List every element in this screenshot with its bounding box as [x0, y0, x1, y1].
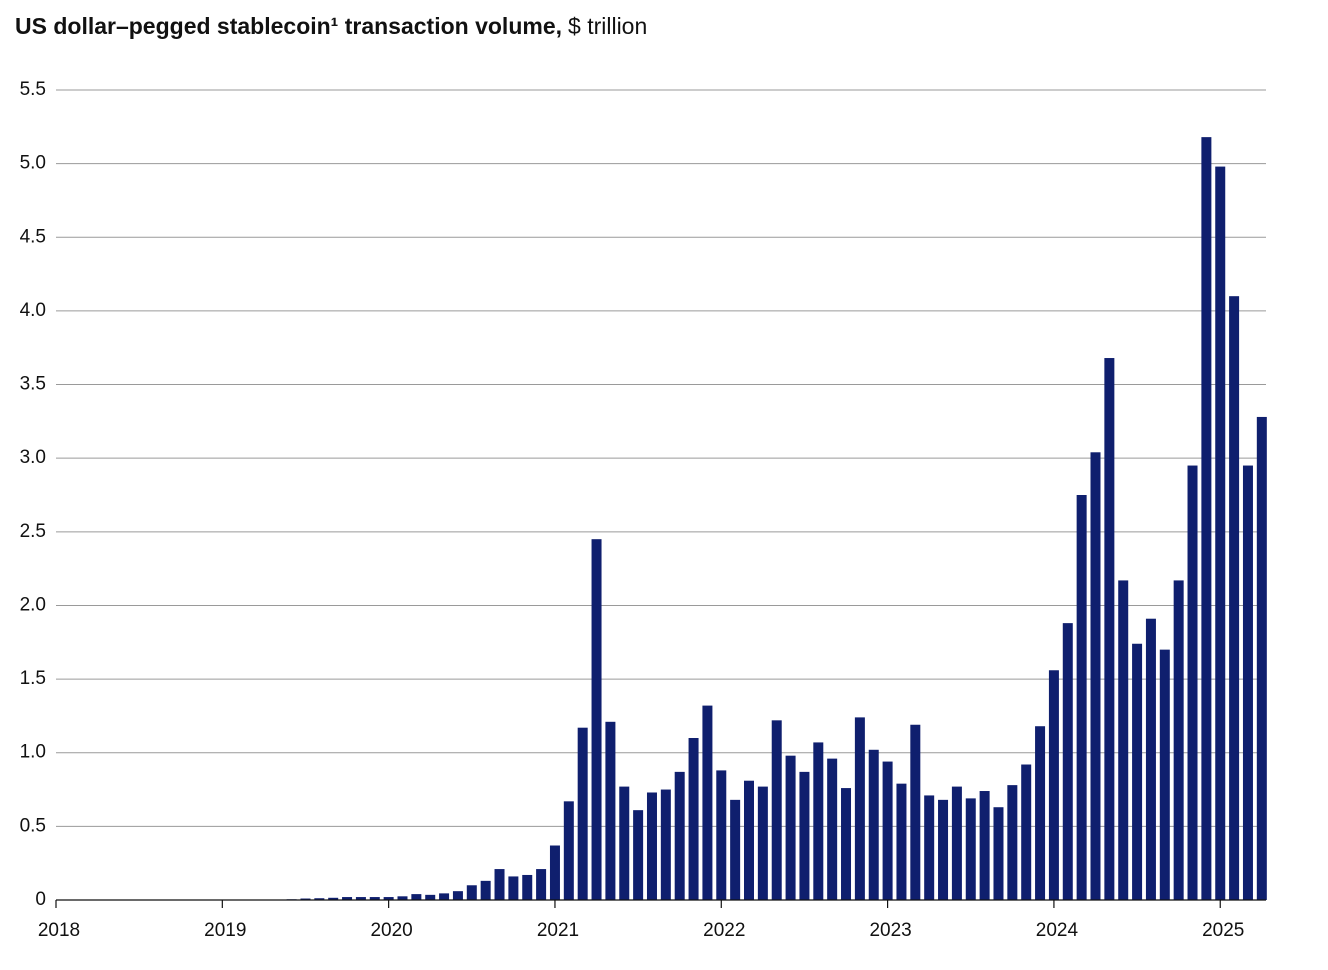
bar [383, 897, 394, 900]
bar [439, 893, 450, 900]
y-tick-label: 3.0 [20, 447, 46, 468]
bar [300, 898, 311, 900]
y-tick-label: 2.0 [20, 594, 46, 615]
bar [369, 897, 380, 900]
bar [1090, 452, 1101, 900]
y-tick-label: 4.0 [20, 300, 46, 321]
x-tick-label: 2020 [370, 920, 412, 941]
bar [314, 898, 325, 900]
y-tick-label: 5.0 [20, 153, 46, 174]
bar [660, 789, 671, 900]
bar [633, 810, 644, 900]
bar [1201, 137, 1212, 901]
bar [563, 801, 574, 900]
bar [1104, 358, 1115, 900]
bar [674, 771, 685, 900]
bar [411, 894, 422, 900]
bar [979, 791, 990, 900]
bar [1173, 580, 1184, 900]
bar [1256, 416, 1267, 900]
bar [716, 770, 727, 900]
bar [397, 896, 408, 900]
bar [605, 721, 616, 900]
bar [827, 758, 838, 900]
bar [910, 724, 921, 900]
bar [702, 705, 713, 900]
bar [1187, 465, 1198, 900]
y-tick-label: 5.5 [20, 79, 46, 100]
bar [785, 755, 796, 900]
bar [993, 807, 1004, 900]
bar [744, 780, 754, 900]
bar [1062, 623, 1073, 900]
bar [813, 742, 824, 900]
chart-unit: $ trillion [568, 13, 647, 39]
y-tick-label: 1.0 [20, 742, 46, 763]
bar [591, 539, 602, 900]
bar [425, 894, 436, 900]
y-tick-label: 4.5 [20, 226, 46, 247]
bar [536, 869, 547, 900]
bar [619, 786, 630, 900]
bar [1215, 166, 1226, 901]
bar [1145, 618, 1156, 900]
bar [854, 717, 865, 900]
bar [1007, 785, 1018, 900]
y-tick-label: 0 [35, 889, 46, 910]
bar [924, 795, 935, 900]
bar [646, 792, 657, 900]
bar [522, 874, 533, 900]
y-tick-label: 2.5 [20, 521, 46, 542]
bar [494, 869, 505, 900]
bar [1229, 296, 1240, 900]
bar [841, 788, 852, 900]
y-tick-label: 0.5 [20, 815, 46, 836]
y-tick-label: 3.5 [20, 374, 46, 395]
bar [1132, 643, 1143, 900]
bar [1118, 580, 1129, 900]
bar [965, 798, 976, 900]
bar [799, 771, 810, 900]
bar [480, 880, 491, 900]
bar [757, 786, 768, 900]
bar [1242, 465, 1253, 900]
bar [938, 799, 949, 900]
bar [508, 876, 519, 900]
bar [355, 897, 366, 900]
bar [466, 885, 477, 900]
bar [342, 897, 353, 900]
y-tick-label: 1.5 [20, 668, 46, 689]
bar [951, 786, 962, 900]
bar [868, 749, 879, 900]
bar [882, 761, 893, 900]
bar [1048, 670, 1059, 900]
bar [452, 891, 463, 900]
bar [730, 799, 741, 900]
x-tick-label: 2022 [703, 920, 745, 941]
x-tick-label: 2023 [869, 920, 911, 941]
x-tick-label: 2025 [1202, 920, 1244, 941]
bar [1076, 495, 1087, 900]
bar [577, 727, 588, 900]
bar [328, 897, 339, 900]
bar [1021, 764, 1032, 900]
bar [771, 720, 782, 900]
bar [1035, 726, 1046, 900]
chart-title: US dollar–pegged stablecoin¹ transaction… [15, 13, 562, 39]
bar [1159, 649, 1170, 900]
bar [549, 845, 560, 900]
x-tick-label: 2021 [537, 920, 579, 941]
bar [688, 738, 699, 900]
bar [896, 783, 907, 900]
x-tick-label: 2018 [38, 920, 80, 941]
chart-heading: US dollar–pegged stablecoin¹ transaction… [15, 13, 647, 39]
x-tick-label: 2019 [204, 920, 246, 941]
x-tick-label: 2024 [1036, 920, 1079, 941]
